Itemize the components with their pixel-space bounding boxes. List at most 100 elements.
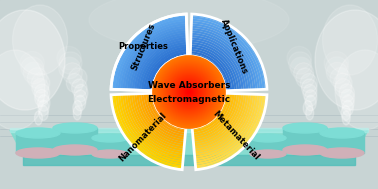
Ellipse shape	[39, 106, 48, 120]
Wedge shape	[191, 26, 255, 90]
Ellipse shape	[283, 145, 327, 155]
Wedge shape	[123, 94, 183, 158]
Ellipse shape	[339, 84, 355, 102]
Ellipse shape	[27, 68, 47, 88]
Ellipse shape	[23, 62, 45, 84]
Polygon shape	[10, 130, 368, 155]
Wedge shape	[195, 94, 255, 158]
Circle shape	[175, 77, 203, 106]
Ellipse shape	[21, 57, 44, 79]
Wedge shape	[192, 16, 265, 89]
Wedge shape	[191, 28, 253, 90]
Wedge shape	[195, 94, 260, 163]
Wedge shape	[134, 37, 187, 90]
Ellipse shape	[342, 111, 350, 125]
Text: Structures: Structures	[130, 22, 157, 72]
Wedge shape	[120, 23, 187, 90]
Circle shape	[179, 82, 199, 102]
Circle shape	[164, 67, 214, 117]
Ellipse shape	[37, 95, 50, 111]
Ellipse shape	[303, 101, 313, 115]
Wedge shape	[134, 37, 187, 90]
Circle shape	[159, 62, 219, 122]
Wedge shape	[195, 94, 265, 167]
Ellipse shape	[330, 68, 350, 88]
Ellipse shape	[326, 62, 348, 84]
Wedge shape	[141, 44, 187, 90]
Wedge shape	[139, 94, 185, 142]
Circle shape	[169, 72, 209, 112]
Wedge shape	[125, 28, 187, 90]
Wedge shape	[148, 51, 187, 91]
Wedge shape	[193, 94, 237, 140]
Wedge shape	[192, 93, 228, 130]
Ellipse shape	[296, 68, 314, 88]
Ellipse shape	[59, 52, 82, 74]
Ellipse shape	[288, 52, 311, 74]
Circle shape	[156, 60, 222, 125]
Wedge shape	[141, 44, 187, 90]
Text: Wave Absorbers: Wave Absorbers	[148, 81, 230, 91]
Wedge shape	[191, 42, 239, 90]
Wedge shape	[120, 23, 187, 90]
Circle shape	[170, 73, 208, 111]
Ellipse shape	[287, 46, 311, 70]
Bar	[0, 100, 378, 189]
Wedge shape	[191, 37, 244, 90]
Ellipse shape	[20, 51, 44, 75]
Ellipse shape	[0, 10, 65, 110]
Circle shape	[155, 58, 223, 126]
Wedge shape	[141, 94, 185, 140]
Ellipse shape	[320, 128, 364, 138]
Ellipse shape	[34, 111, 42, 125]
Wedge shape	[193, 94, 234, 137]
Circle shape	[172, 75, 206, 109]
Wedge shape	[111, 14, 186, 89]
Circle shape	[177, 80, 201, 104]
Wedge shape	[192, 93, 232, 135]
Circle shape	[167, 70, 211, 114]
Circle shape	[188, 91, 190, 93]
Wedge shape	[125, 94, 184, 156]
Ellipse shape	[75, 95, 86, 111]
Wedge shape	[148, 93, 186, 133]
Wedge shape	[194, 94, 253, 156]
Bar	[16, 133, 60, 153]
Ellipse shape	[341, 106, 350, 120]
Wedge shape	[191, 44, 237, 90]
Wedge shape	[113, 94, 183, 167]
Circle shape	[166, 68, 212, 115]
Wedge shape	[150, 53, 188, 91]
Wedge shape	[191, 51, 230, 91]
Circle shape	[173, 76, 205, 108]
Ellipse shape	[294, 63, 314, 83]
Wedge shape	[134, 94, 184, 146]
Wedge shape	[194, 94, 251, 153]
Wedge shape	[190, 53, 228, 91]
Ellipse shape	[73, 101, 82, 115]
Ellipse shape	[74, 90, 87, 106]
Wedge shape	[130, 33, 187, 90]
Ellipse shape	[302, 79, 317, 97]
Wedge shape	[139, 42, 187, 90]
Wedge shape	[195, 94, 258, 160]
Circle shape	[183, 86, 195, 98]
Wedge shape	[118, 21, 187, 90]
Wedge shape	[195, 94, 262, 165]
Text: Electromagnetic: Electromagnetic	[147, 95, 231, 105]
Wedge shape	[150, 53, 188, 91]
Wedge shape	[144, 46, 187, 91]
Wedge shape	[193, 94, 239, 142]
Wedge shape	[192, 19, 262, 90]
Wedge shape	[191, 21, 260, 90]
Wedge shape	[118, 94, 183, 163]
Ellipse shape	[334, 73, 352, 93]
Ellipse shape	[92, 150, 128, 158]
Ellipse shape	[320, 148, 364, 158]
Ellipse shape	[250, 150, 286, 158]
Ellipse shape	[335, 50, 378, 130]
Wedge shape	[191, 40, 242, 90]
Ellipse shape	[32, 78, 49, 98]
Ellipse shape	[68, 68, 87, 88]
Circle shape	[171, 74, 207, 110]
